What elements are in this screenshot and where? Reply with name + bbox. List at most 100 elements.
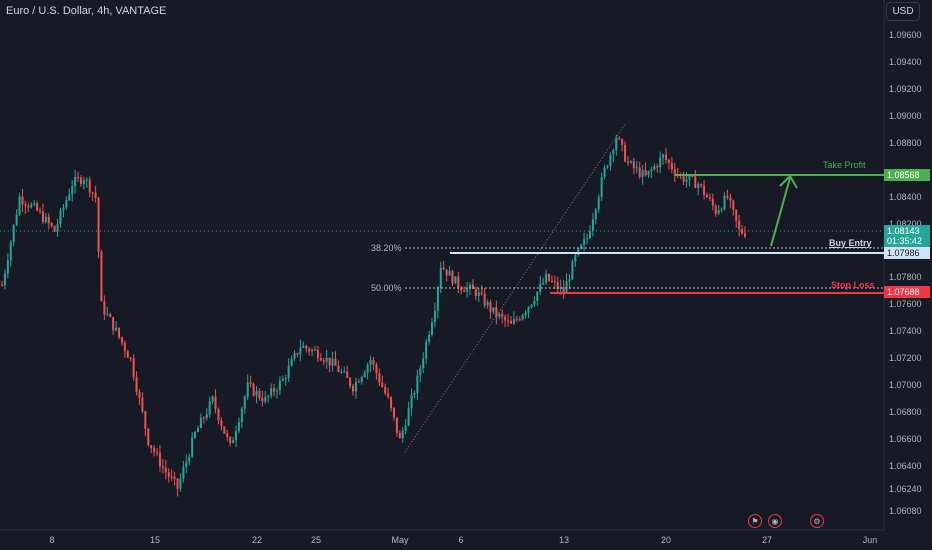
candle-body bbox=[296, 353, 299, 355]
candle-body bbox=[492, 307, 495, 312]
candle-body bbox=[68, 194, 71, 201]
candle-body bbox=[726, 195, 729, 198]
candle-body bbox=[354, 381, 357, 392]
candle-body bbox=[714, 205, 717, 214]
take-profit-label: Take Profit bbox=[823, 160, 866, 170]
price-tick: 1.08400 bbox=[889, 192, 922, 202]
candle-body bbox=[267, 395, 270, 397]
candle-body bbox=[744, 233, 746, 237]
candle-body bbox=[512, 319, 515, 324]
price-tick: 1.07000 bbox=[889, 380, 922, 390]
candle-body bbox=[243, 396, 246, 409]
candle-body bbox=[615, 137, 618, 151]
candle-body bbox=[352, 385, 355, 392]
candle-body bbox=[103, 301, 106, 315]
candle-body bbox=[574, 255, 577, 262]
candle-body bbox=[536, 291, 539, 301]
candle-body bbox=[237, 422, 240, 432]
candle-body bbox=[112, 317, 115, 331]
candle-body bbox=[600, 177, 603, 197]
candle-body bbox=[363, 372, 366, 377]
candle-body bbox=[141, 397, 144, 412]
projection-arrowhead bbox=[779, 174, 798, 189]
candle-body bbox=[413, 392, 416, 396]
candle-body bbox=[30, 204, 33, 208]
candle-body bbox=[673, 169, 676, 175]
candle-body bbox=[398, 432, 401, 439]
candle-body bbox=[41, 211, 44, 223]
candle-body bbox=[486, 302, 489, 306]
candle-body bbox=[214, 396, 217, 409]
candle-body bbox=[126, 351, 129, 358]
candle-body bbox=[235, 431, 238, 441]
chart-settings-icon[interactable]: ⚙ bbox=[810, 514, 824, 528]
candle-body bbox=[287, 365, 290, 379]
time-tick: 13 bbox=[558, 535, 570, 545]
current-price: 1.08143 bbox=[887, 226, 920, 236]
candle-body bbox=[322, 360, 325, 362]
candle-body bbox=[606, 165, 609, 168]
candle-body bbox=[62, 207, 65, 211]
candle-body bbox=[205, 414, 208, 419]
candle-body bbox=[77, 176, 80, 178]
candle-body bbox=[281, 378, 284, 381]
time-tick: 25 bbox=[310, 535, 322, 545]
economic-events-icon[interactable]: ◉ bbox=[768, 514, 782, 528]
currency-button[interactable]: USD bbox=[886, 2, 920, 21]
candle-body bbox=[419, 368, 422, 376]
candle-body bbox=[290, 358, 293, 366]
candle-body bbox=[659, 157, 662, 168]
candle-body bbox=[223, 426, 226, 434]
candle-body bbox=[346, 371, 349, 378]
candle-body bbox=[670, 162, 673, 170]
candle-body bbox=[378, 373, 381, 383]
us-flag-icon[interactable]: ⚑ bbox=[748, 514, 762, 528]
stop-loss-price-box: 1.07688 bbox=[884, 286, 930, 298]
candle-body bbox=[621, 139, 624, 145]
candle-body bbox=[199, 417, 202, 428]
time-tick: May bbox=[391, 535, 409, 545]
candle-body bbox=[36, 203, 39, 211]
candle-body bbox=[153, 448, 156, 453]
candle-body bbox=[39, 210, 42, 212]
candle-body bbox=[700, 184, 703, 186]
candle-body bbox=[278, 380, 281, 391]
candle-body bbox=[53, 226, 56, 232]
candle-body bbox=[469, 284, 472, 288]
candle-body bbox=[273, 388, 276, 392]
candle-body bbox=[483, 293, 486, 306]
candle-body bbox=[56, 224, 59, 232]
candle-body bbox=[135, 377, 138, 392]
candle-body bbox=[65, 200, 68, 208]
candle-body bbox=[308, 348, 311, 352]
buy-entry-price-box: 1.07986 bbox=[884, 247, 930, 259]
candle-body bbox=[208, 401, 211, 415]
candle-body bbox=[539, 283, 542, 292]
candle-body bbox=[387, 393, 390, 398]
price-tick: 1.09000 bbox=[889, 111, 922, 121]
candle-body bbox=[299, 347, 302, 355]
candle-body bbox=[703, 185, 706, 196]
candle-body bbox=[246, 382, 249, 397]
time-tick: 15 bbox=[149, 535, 161, 545]
candle-body bbox=[220, 420, 223, 427]
candle-body bbox=[229, 436, 232, 444]
candle-body bbox=[548, 273, 551, 281]
candle-body bbox=[635, 167, 638, 169]
candle-body bbox=[477, 292, 480, 296]
symbol-title[interactable]: Euro / U.S. Dollar, 4h, VANTAGE bbox=[6, 5, 167, 17]
candle-body bbox=[132, 358, 135, 378]
fib-level-500-label: 50.00% bbox=[371, 283, 402, 293]
candle-body bbox=[732, 200, 735, 210]
candle-body bbox=[18, 196, 21, 215]
price-tick: 1.09400 bbox=[889, 57, 922, 67]
candle-body bbox=[173, 476, 176, 479]
time-tick: 8 bbox=[49, 535, 55, 545]
candle-body bbox=[349, 377, 352, 386]
candle-body bbox=[507, 320, 510, 322]
candle-body bbox=[431, 322, 434, 335]
candle-body bbox=[416, 375, 419, 393]
candle-body bbox=[562, 286, 565, 294]
candle-body bbox=[144, 411, 147, 429]
